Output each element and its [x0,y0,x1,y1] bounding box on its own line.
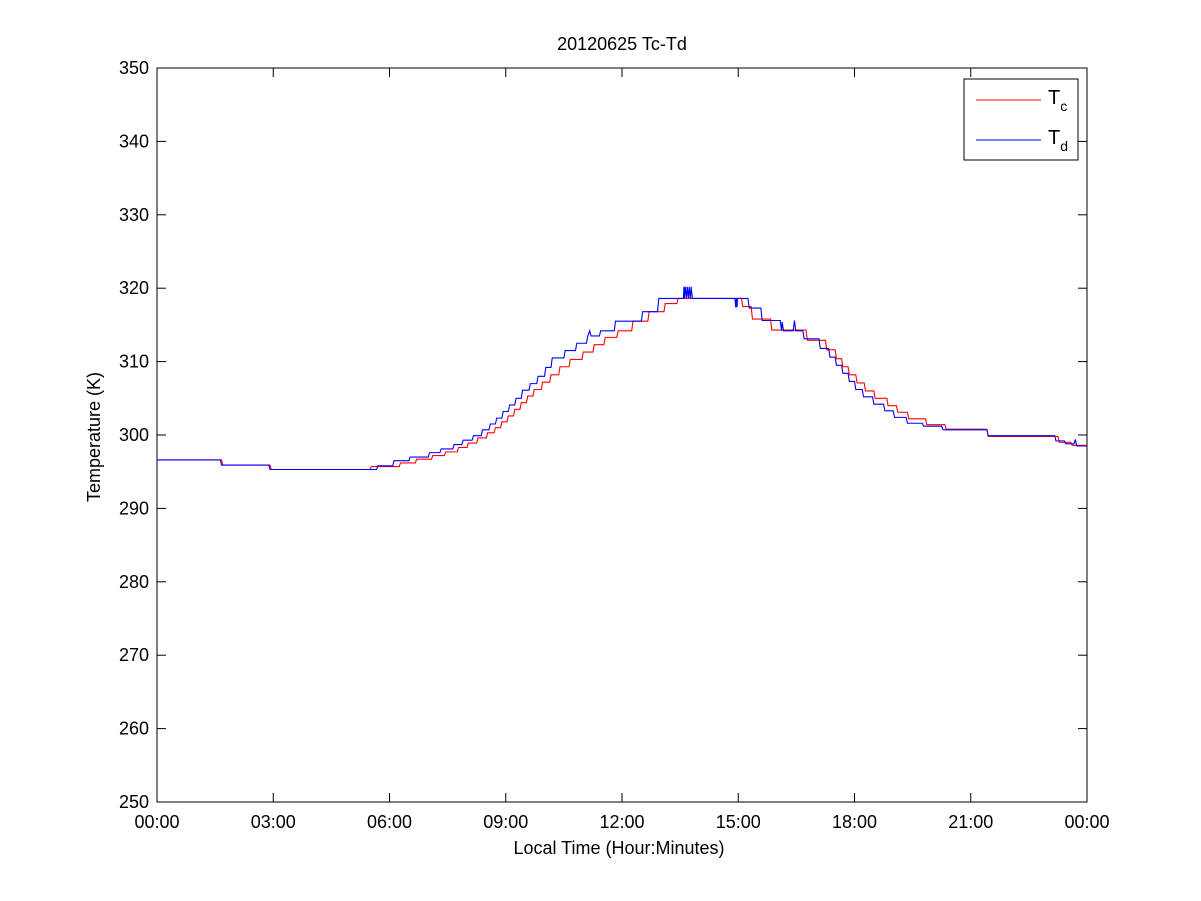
x-tick-label: 00:00 [134,812,179,832]
legend-label-tc: Tc [1048,87,1067,114]
y-tick-label: 340 [119,131,149,151]
legend-label-td-sub: d [1060,138,1068,154]
legend-box [963,78,1079,161]
y-tick-label: 300 [119,425,149,445]
series-line-tc [157,297,1087,471]
x-tick-label: 00:00 [1064,812,1109,832]
series-line-td [157,286,1087,471]
legend-label-tc-sub: c [1060,98,1067,114]
x-tick-label: 03:00 [251,812,296,832]
x-tick-label: 21:00 [948,812,993,832]
x-tick-label: 15:00 [716,812,761,832]
legend-label-td: Td [1048,127,1068,154]
plot-area: 00:00 03:00 06:00 09:00 12:00 15:00 18:00 21:00… [119,58,1110,832]
y-tick-label: 250 [119,792,149,812]
y-tick-label: 310 [119,352,149,372]
legend-label-td-main: T [1048,127,1060,149]
x-axis-title: Local Time (Hour:Minutes) [513,838,724,858]
y-tick-label: 320 [119,278,149,298]
x-tick-label: 18:00 [832,812,877,832]
legend-label-tc-main: T [1048,87,1060,109]
y-tick-label: 270 [119,645,149,665]
x-tick-label: 06:00 [367,812,412,832]
y-tick-label: 280 [119,572,149,592]
y-tick-label: 260 [119,719,149,739]
tick-layer: 00:00 03:00 06:00 09:00 12:00 15:00 18:00 21:00… [119,58,1110,832]
chart-title: 20120625 Tc-Td [557,34,687,54]
x-tick-label: 12:00 [599,812,644,832]
data-layer [157,286,1087,471]
y-tick-label: 330 [119,205,149,225]
y-tick-label: 290 [119,498,149,518]
legend: Tc Td [963,78,1079,161]
x-tick-label: 09:00 [483,812,528,832]
y-axis-title: Temperature (K) [84,372,104,502]
axes-box [156,67,1088,803]
y-tick-label: 350 [119,58,149,78]
